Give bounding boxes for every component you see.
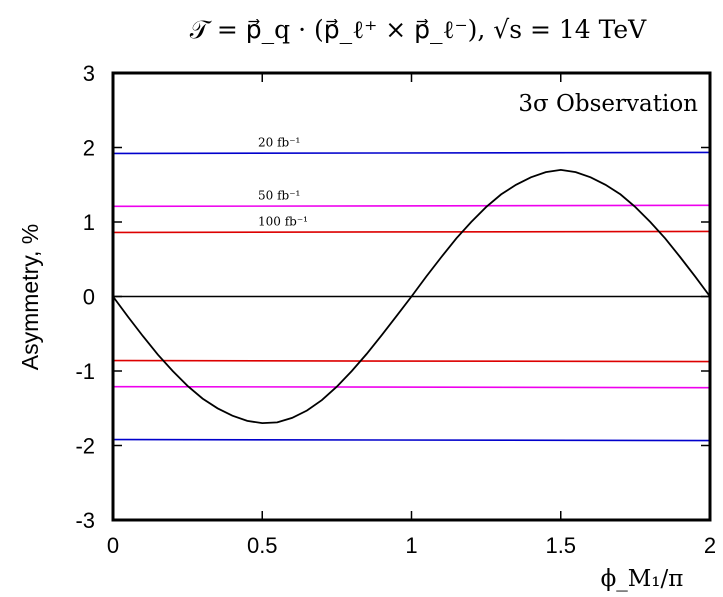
x-tick-label-1: 0.5 xyxy=(247,533,278,558)
observation-annotation: 3σ Observation xyxy=(518,91,698,117)
threshold-line-5 xyxy=(112,438,711,442)
y-tick-label-4: -1 xyxy=(75,359,95,384)
y-tick-label-5: -2 xyxy=(75,434,95,459)
y-axis-title: Asymmetry, % xyxy=(17,224,43,371)
y-tick-label-1: 2 xyxy=(83,136,95,161)
tick-labels: 0 0.5 1 1.5 2 3 2 1 0 -1 -2 -3 xyxy=(75,61,716,558)
chart-title: 𝒯 = p⃗_q · (p⃗_ℓ⁺ × p⃗_ℓ⁻), √s = 14 TeV xyxy=(190,15,647,44)
threshold-line-4 xyxy=(112,385,711,389)
x-tick-label-0: 0 xyxy=(107,533,119,558)
x-tick-label-2: 1 xyxy=(405,533,417,558)
threshold-line-3 xyxy=(112,359,711,363)
x-axis-title: ϕ_M₁/π xyxy=(601,566,684,592)
threshold-line-1 xyxy=(112,204,711,208)
threshold-line-2 xyxy=(112,230,711,234)
threshold-label-2: 100 fb⁻¹ xyxy=(258,214,308,228)
plot-area: 20 fb⁻¹ 50 fb⁻¹ 100 fb⁻¹ xyxy=(111,71,712,522)
y-tick-label-2: 1 xyxy=(83,210,95,235)
threshold-line-0 xyxy=(112,151,711,155)
x-tick-label-3: 1.5 xyxy=(545,533,576,558)
y-tick-label-6: -3 xyxy=(75,508,95,533)
threshold-label-1: 50 fb⁻¹ xyxy=(258,188,300,202)
threshold-label-0: 20 fb⁻¹ xyxy=(258,135,300,149)
x-tick-label-4: 2 xyxy=(704,533,716,558)
asymmetry-curve-0 xyxy=(112,168,711,425)
y-tick-label-3: 0 xyxy=(83,285,95,310)
y-tick-label-0: 3 xyxy=(83,61,95,86)
